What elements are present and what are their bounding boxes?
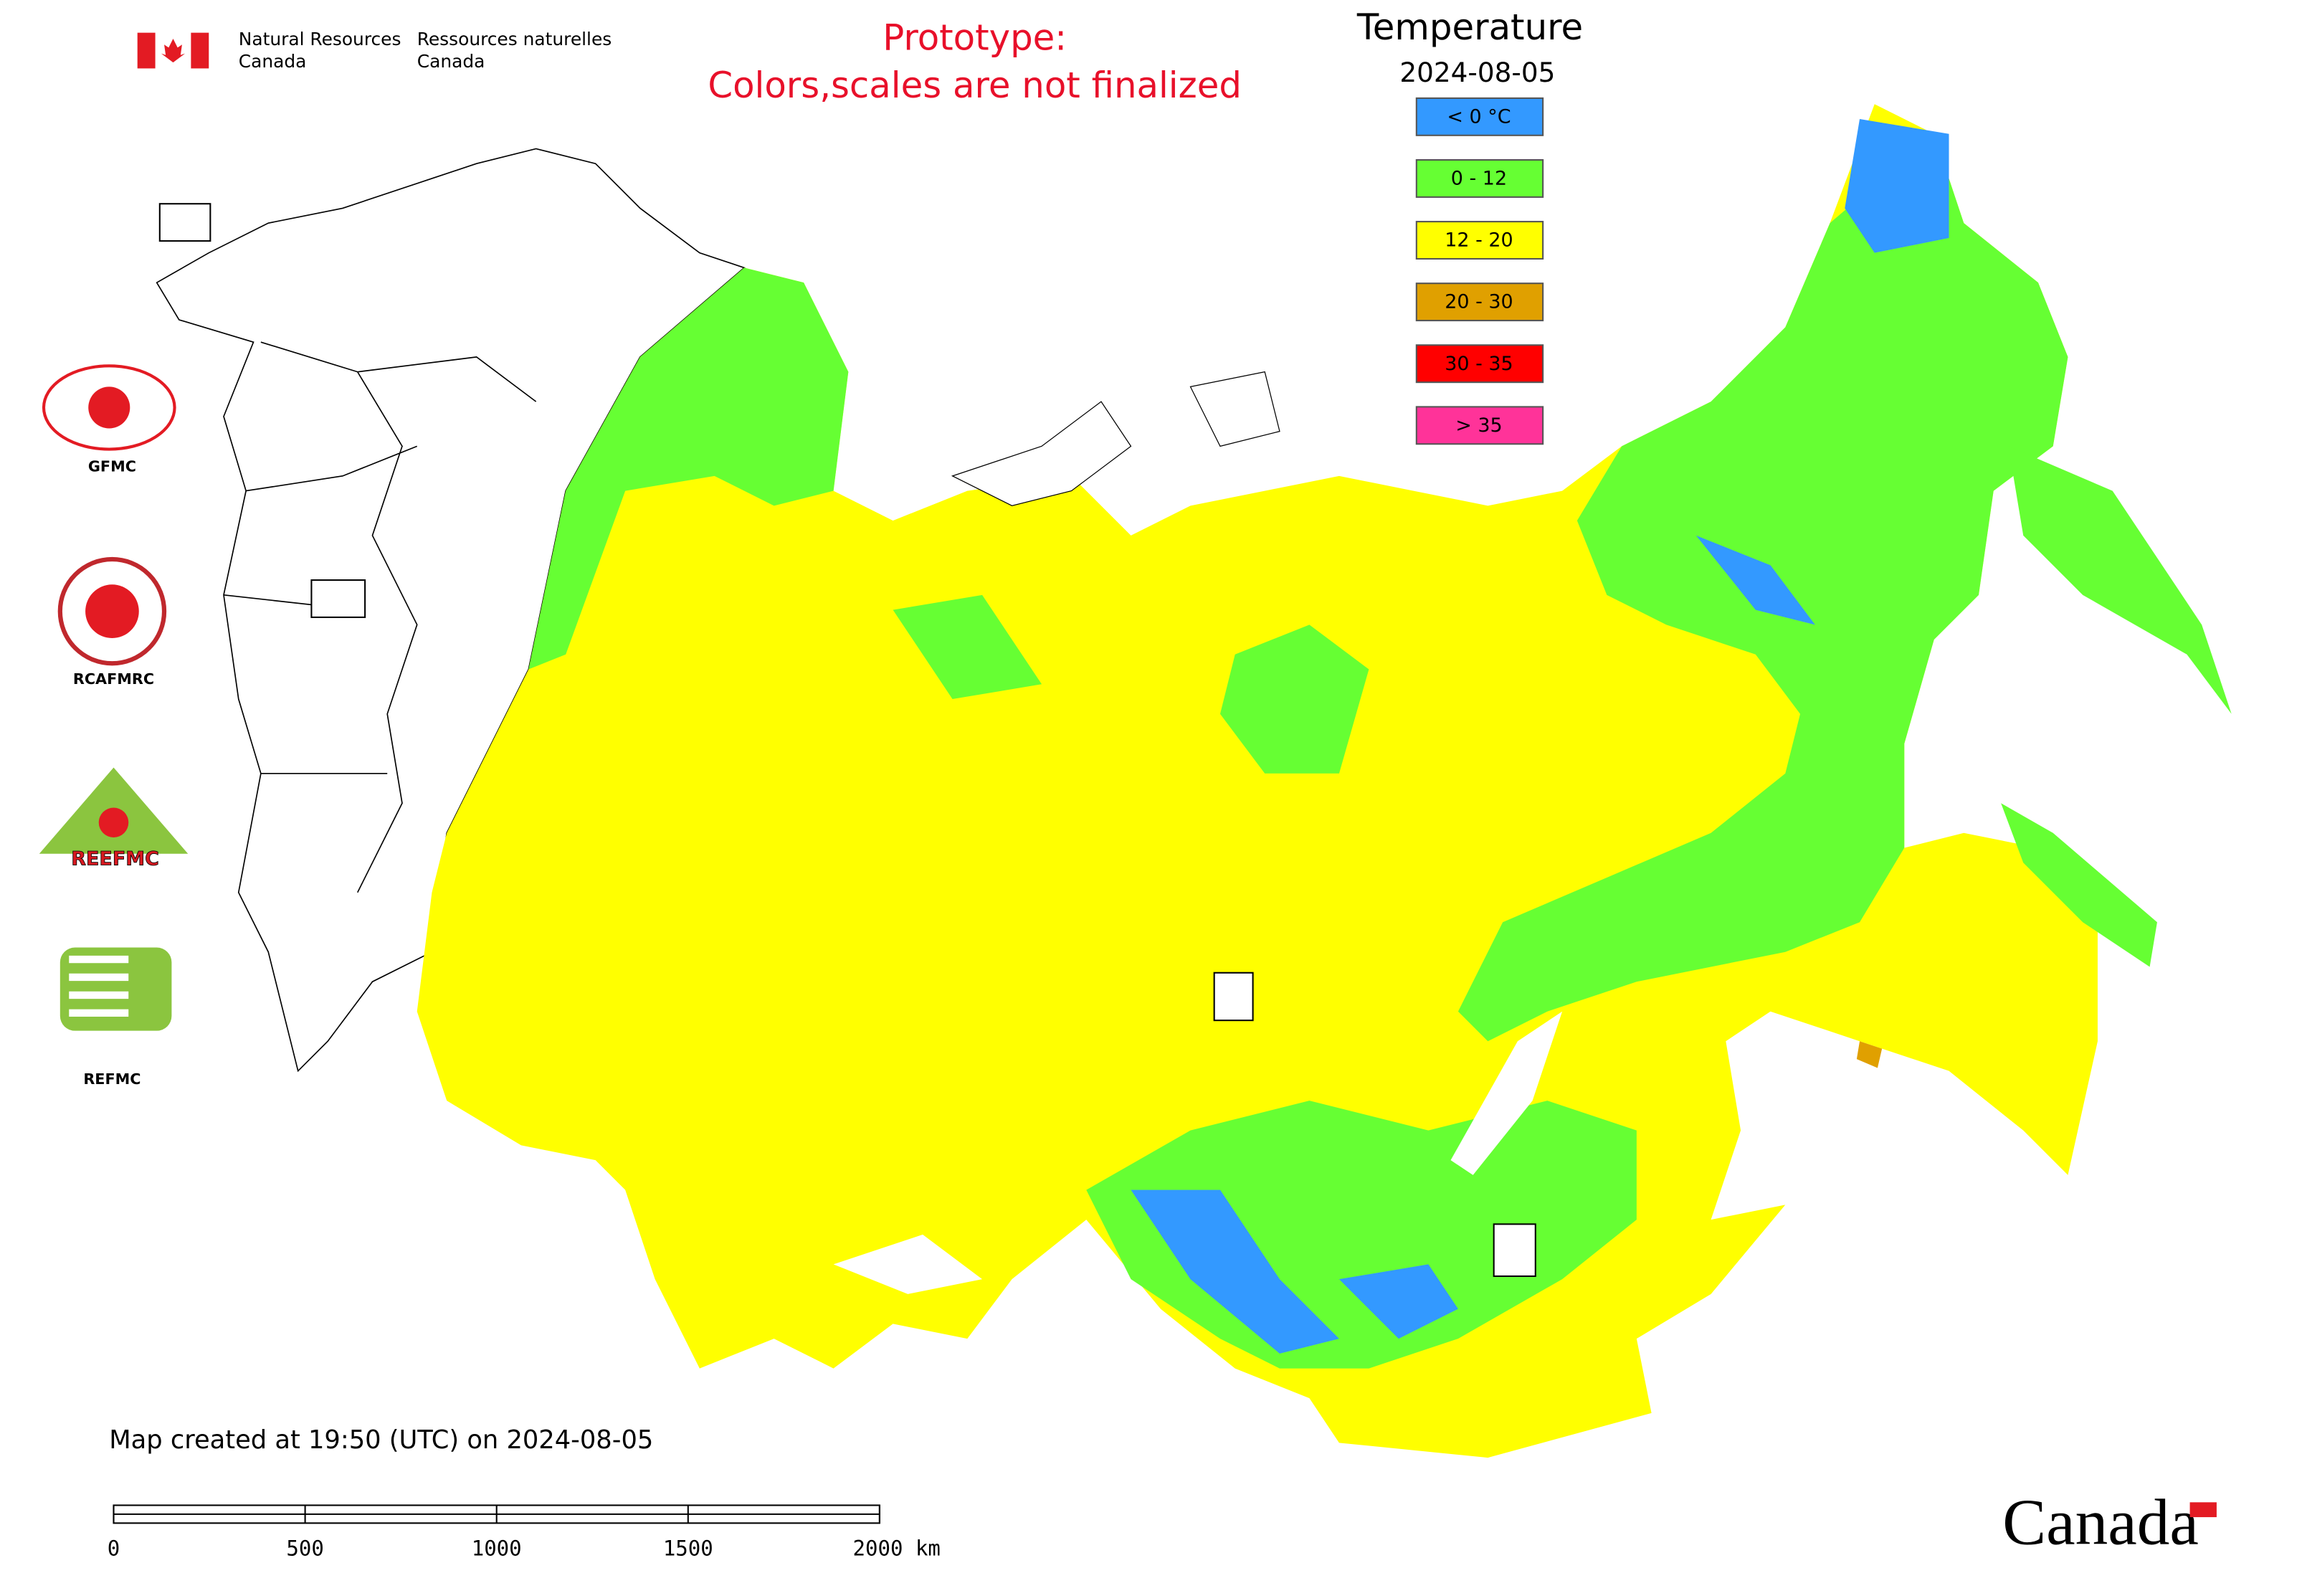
rcafmrc-logo (85, 584, 139, 638)
scale-bar: 0 500 1000 1500 2000 km (108, 1504, 941, 1561)
zone-0-12 (528, 267, 849, 670)
marker (1213, 972, 1254, 1022)
legend-swatch (1415, 97, 1544, 136)
legend-swatch (1415, 158, 1544, 198)
refmc-logo (69, 955, 129, 1017)
legend-date: 2024-08-05 (1399, 57, 1555, 88)
notice: Colors,scales are not finalized (708, 65, 1242, 106)
wordmark-flag (2189, 1502, 2217, 1518)
scale-label: 1500 (663, 1536, 713, 1561)
reefmc-logo (98, 807, 129, 837)
notice: Prototype: (883, 17, 1067, 59)
legend-swatch (1415, 344, 1544, 384)
legend-label: 30 - 35 (1445, 353, 1513, 375)
legend-label: > 35 (1455, 414, 1502, 437)
marker (1493, 1223, 1536, 1278)
zone-0-12 (893, 594, 1369, 774)
marker (158, 203, 211, 242)
logo-label: REFMC (83, 1070, 141, 1088)
zone-20-30 (1856, 1041, 1883, 1068)
no-data (833, 1234, 983, 1294)
legend: < 0 °C 0 - 12 12 - 20 20 - 30 30 - 35 > 35 (1415, 97, 1544, 445)
agency-en: Natural Resources (239, 29, 401, 49)
lake (1450, 1011, 1563, 1175)
europe-outline (156, 148, 746, 1073)
agency-fr: Canada (417, 51, 485, 72)
legend-label: < 0 °C (1447, 105, 1511, 128)
legend-swatch (1415, 406, 1544, 445)
flag-bar (137, 32, 156, 69)
logo-label: REEFMC (71, 848, 159, 870)
legend-swatch (1415, 221, 1544, 260)
maple-leaf (161, 38, 186, 63)
gfmc-logo (88, 386, 130, 429)
agency-fr: Ressources naturelles (417, 29, 612, 49)
agency-en: Canada (239, 51, 307, 72)
map-markers (39, 203, 1536, 1278)
border (223, 341, 537, 893)
nrcan-signature: Natural Resources Canada Ressources natu… (137, 29, 612, 72)
legend-label: 20 - 30 (1445, 291, 1513, 313)
zone-below-0 (1845, 118, 1949, 253)
scale-label: 1000 (472, 1536, 522, 1561)
temperature-field (417, 104, 2232, 1458)
zone-below-0 (1131, 535, 1815, 1354)
legend-title: Temperature (1356, 6, 1583, 48)
created-note: Map created at 19:50 (UTC) on 2024-08-05 (109, 1425, 653, 1455)
flag-bar (191, 32, 209, 69)
legend-swatch (1415, 282, 1544, 322)
legend-label: 12 - 20 (1445, 229, 1513, 252)
marker (310, 579, 366, 618)
scale-label: 0 (108, 1536, 120, 1561)
scale-label: 2000 km (853, 1536, 941, 1561)
zone-0-12 (2008, 446, 2232, 714)
zone-0-12 (2001, 803, 2157, 967)
legend-label: 0 - 12 (1451, 167, 1507, 189)
canada-wordmark: Canada (2002, 1486, 2199, 1559)
logo-label: GFMC (88, 457, 136, 475)
scale-label: 500 (286, 1536, 323, 1561)
arctic-island (951, 371, 1280, 507)
logo-label: RCAFMRC (73, 670, 154, 688)
